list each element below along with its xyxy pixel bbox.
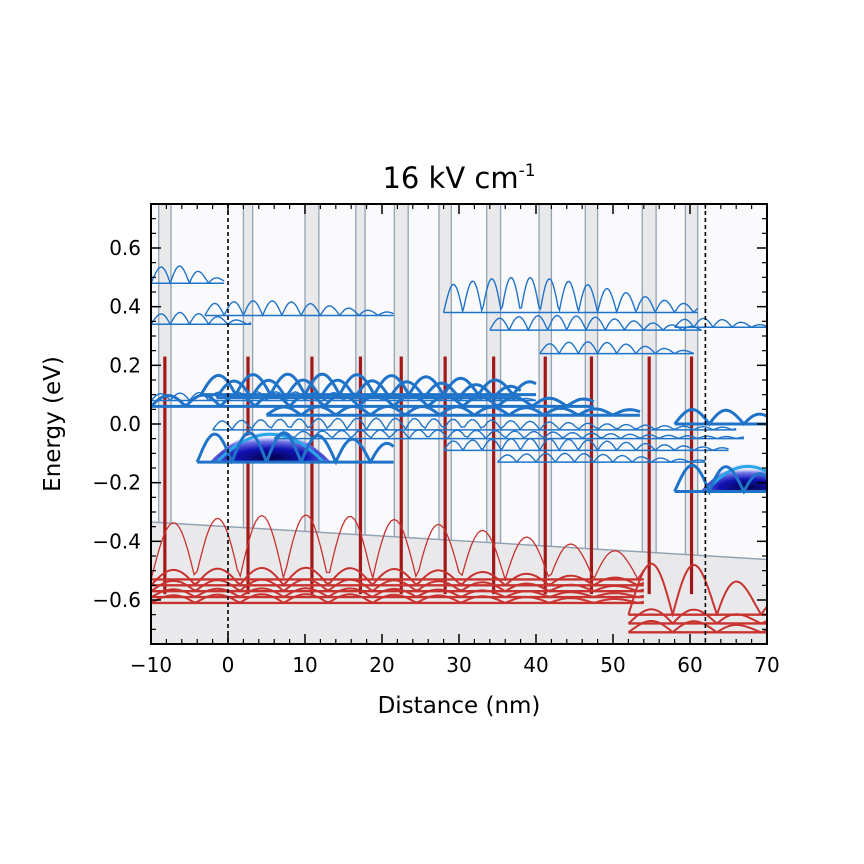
electron-wavefunction xyxy=(212,417,737,432)
quantum-well xyxy=(551,204,586,549)
hole-spike xyxy=(310,356,314,595)
hole-spike xyxy=(399,356,403,595)
quantum-well xyxy=(171,204,244,528)
electron-wavefunction xyxy=(273,429,744,440)
quantum-well xyxy=(697,204,767,560)
electron-wavefunction xyxy=(673,408,767,427)
electron-wavefunction xyxy=(204,300,394,318)
hole-wavefunction xyxy=(627,620,767,634)
chart-title-main: 16 kV cm xyxy=(382,161,518,195)
hole-wavefunction xyxy=(627,608,767,625)
y-tick-label: 0.2 xyxy=(109,353,141,377)
hole-wavefunction xyxy=(627,562,767,618)
electron-wavefunction xyxy=(215,378,522,400)
quantum-well xyxy=(365,204,395,537)
y-tick-label: 0.0 xyxy=(109,412,141,436)
hole-spike xyxy=(358,356,363,595)
electron-wavefunction xyxy=(442,276,699,315)
quantum-well xyxy=(408,204,439,540)
quantum-well xyxy=(318,204,356,535)
hole-wavefunction xyxy=(151,578,645,593)
x-tick-label: 10 xyxy=(292,653,317,677)
hole-wavefunction xyxy=(151,566,645,587)
electron-density-map xyxy=(700,463,767,492)
axis-ticks: −10 0 10 20 30 40 50 60 70 0.6 0.4 0.2 0.0 −0.2 −0.4 −0… xyxy=(92,204,780,677)
y-tick-label: −0.4 xyxy=(92,529,141,553)
hole-wavefunction xyxy=(151,593,645,604)
y-tick-label: 0.4 xyxy=(109,295,141,319)
electron-states xyxy=(151,265,767,496)
electron-wavefunction xyxy=(151,391,537,402)
hole-states xyxy=(151,514,767,634)
x-tick-label: 30 xyxy=(446,653,471,677)
hole-spike xyxy=(443,356,447,595)
x-tick-label: 50 xyxy=(600,653,625,677)
quantum-well xyxy=(597,204,643,552)
electron-wavefunction xyxy=(673,463,767,496)
hole-spike xyxy=(589,356,594,595)
electron-wavefunction xyxy=(443,437,729,452)
x-tick-label: −10 xyxy=(130,653,172,677)
quantum-well xyxy=(151,204,159,523)
hole-spike xyxy=(163,356,167,595)
y-tick-label: −0.2 xyxy=(92,471,141,495)
electron-wavefunction xyxy=(151,311,252,326)
y-tick-label: −0.6 xyxy=(92,588,141,612)
x-tick-label: 0 xyxy=(222,653,235,677)
quantum-well xyxy=(656,204,686,555)
x-axis-label: Distance (nm) xyxy=(378,693,541,719)
x-tick-label: 40 xyxy=(523,653,548,677)
x-tick-label: 70 xyxy=(754,653,779,677)
electron-density-edge xyxy=(705,465,767,493)
electron-wavefunction xyxy=(489,314,702,332)
y-tick-label: 0.6 xyxy=(109,236,141,260)
electron-wavefunction xyxy=(674,317,767,329)
electron-wavefunction xyxy=(199,372,537,398)
electron-wavefunction xyxy=(151,265,225,285)
electron-wavefunction xyxy=(496,452,706,464)
plot-area xyxy=(151,204,767,644)
hole-spike xyxy=(689,356,694,595)
hole-spike xyxy=(543,356,547,595)
quantum-well xyxy=(500,204,540,546)
hole-spike xyxy=(246,356,250,595)
period-boundaries xyxy=(227,204,707,644)
x-tick-label: 20 xyxy=(369,653,394,677)
electron-wavefunction xyxy=(151,393,595,409)
electron-wavefunction xyxy=(539,341,695,356)
quantum-well xyxy=(451,204,487,543)
chart-title-superscript: -1 xyxy=(519,161,536,181)
chart-title: 16 kV cm-1 xyxy=(382,161,535,195)
hole-spike xyxy=(647,356,651,595)
electron-wavefunction xyxy=(195,431,395,466)
y-axis-label: Energy (eV) xyxy=(40,356,66,492)
hole-wavefunction xyxy=(151,514,645,582)
quantum-well xyxy=(252,204,305,532)
hole-spike xyxy=(492,356,496,595)
electron-wavefunction xyxy=(265,404,641,417)
hole-wavefunction xyxy=(151,587,645,599)
x-tick-label: 60 xyxy=(677,653,702,677)
